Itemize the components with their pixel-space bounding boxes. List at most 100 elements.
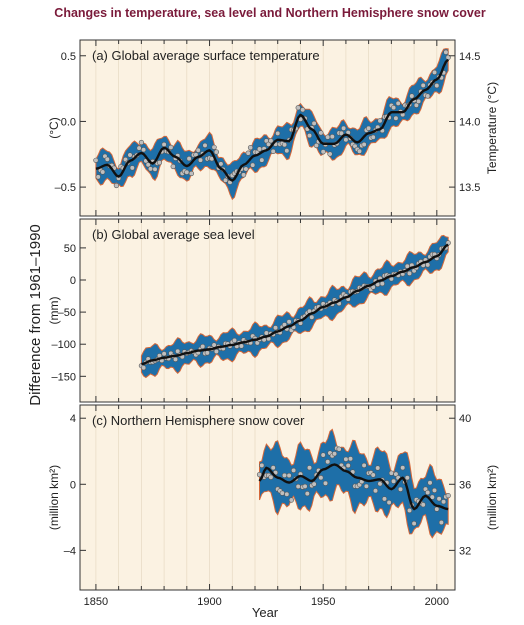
annual-point	[431, 69, 438, 75]
annual-point	[113, 182, 119, 189]
annual-point	[322, 480, 329, 486]
uncertainty-band	[259, 428, 449, 539]
annual-point	[420, 82, 426, 88]
smoothed-line	[95, 58, 450, 182]
annual-point	[393, 471, 399, 477]
annual-point	[409, 93, 415, 99]
annual-point	[95, 174, 101, 180]
annual-point	[306, 465, 313, 471]
annual-point	[161, 351, 167, 357]
annual-point	[370, 472, 376, 478]
annual-point	[152, 166, 158, 172]
annual-point	[300, 107, 306, 113]
annual-point	[222, 177, 229, 183]
annual-point	[341, 125, 347, 131]
annual-point	[272, 325, 279, 331]
annual-point	[391, 478, 397, 484]
panel-background	[79, 39, 456, 217]
annual-point	[443, 49, 449, 55]
y2-axis-label: Temperature (°C)	[485, 82, 499, 174]
annual-point	[127, 152, 133, 158]
y2-tick-label: 40	[459, 413, 471, 425]
y2-tick-label: 32	[459, 545, 471, 557]
annual-point	[429, 494, 435, 500]
annual-point	[445, 493, 451, 499]
annual-point	[218, 161, 224, 167]
y-axis-label: (million km²)	[47, 465, 61, 530]
annual-point	[129, 165, 135, 171]
annual-point	[200, 343, 206, 350]
annual-point	[336, 446, 342, 452]
figure-title: Changes in temperature, sea level and No…	[54, 6, 486, 20]
annual-point	[213, 149, 219, 155]
annual-point	[329, 134, 335, 140]
annual-point	[325, 459, 331, 465]
annual-point	[291, 467, 297, 474]
annual-point	[204, 350, 210, 356]
y-axis-label: (°C)	[47, 117, 61, 138]
annual-point	[263, 330, 270, 336]
uncertainty-band	[95, 48, 449, 201]
annual-point	[256, 146, 263, 152]
panel-title: (a) Global average surface temperature	[92, 48, 320, 63]
annual-point	[366, 125, 372, 131]
y-tick-label: –50	[58, 307, 76, 319]
annual-point	[379, 281, 385, 287]
y-tick-label: 50	[64, 243, 76, 255]
annual-points	[138, 240, 451, 371]
y-tick-label: –0.5	[55, 182, 76, 194]
annual-point	[211, 342, 217, 348]
annual-point	[247, 145, 254, 151]
annual-point	[331, 451, 338, 457]
y-axis-label: (mm)	[47, 297, 61, 325]
annual-point	[416, 98, 422, 104]
x-axis-label: Year	[252, 605, 279, 620]
panel-sea-level: 50 0 –50 –100 –150 (b) Global average sea lev…	[47, 218, 456, 403]
annual-point	[425, 93, 431, 99]
annual-point	[188, 170, 194, 177]
annual-point	[343, 137, 349, 143]
annual-point	[400, 465, 406, 471]
y-tick-label: 0	[70, 479, 76, 491]
x-tick-label: 1850	[84, 596, 108, 608]
annual-point	[413, 102, 420, 108]
annual-point	[170, 163, 176, 170]
annual-point	[311, 481, 317, 487]
annual-point	[377, 481, 383, 487]
panel-title: (c) Northern Hemisphere snow cover	[92, 413, 305, 428]
panel-temperature: 0.5 0.0 –0.5 14.5 14.0 13.5 (a) Global average…	[47, 39, 499, 217]
annual-point	[377, 118, 383, 124]
annual-point	[431, 487, 438, 494]
annual-point	[186, 156, 192, 162]
annual-point	[425, 489, 431, 496]
annual-point	[311, 120, 317, 126]
annual-point	[161, 141, 167, 148]
y2-tick-label: 14.0	[459, 116, 480, 128]
annual-point	[197, 157, 204, 163]
annual-point	[270, 465, 276, 471]
annual-point	[393, 115, 399, 121]
panel-title: (b) Global average sea level	[92, 227, 255, 242]
annual-point	[318, 475, 324, 481]
annual-point	[313, 142, 320, 149]
annual-point	[343, 456, 349, 462]
annual-point	[241, 172, 247, 178]
annual-point	[168, 144, 174, 150]
x-axis-ticks: 1850 1900 1950 2000	[84, 596, 449, 608]
annual-point	[438, 519, 445, 526]
annual-point	[231, 337, 238, 344]
y-tick-label: 4	[70, 413, 76, 425]
x-tick-label: 2000	[425, 596, 449, 608]
annual-point	[375, 465, 381, 471]
annual-point	[243, 166, 249, 172]
annual-point	[304, 491, 310, 497]
annual-point	[425, 262, 431, 268]
annual-point	[202, 142, 208, 148]
annual-point	[420, 502, 426, 508]
annual-point	[361, 141, 367, 148]
y-tick-label: –100	[52, 339, 76, 351]
annual-point	[295, 483, 301, 490]
annual-point	[175, 348, 181, 354]
annual-point	[268, 474, 274, 480]
